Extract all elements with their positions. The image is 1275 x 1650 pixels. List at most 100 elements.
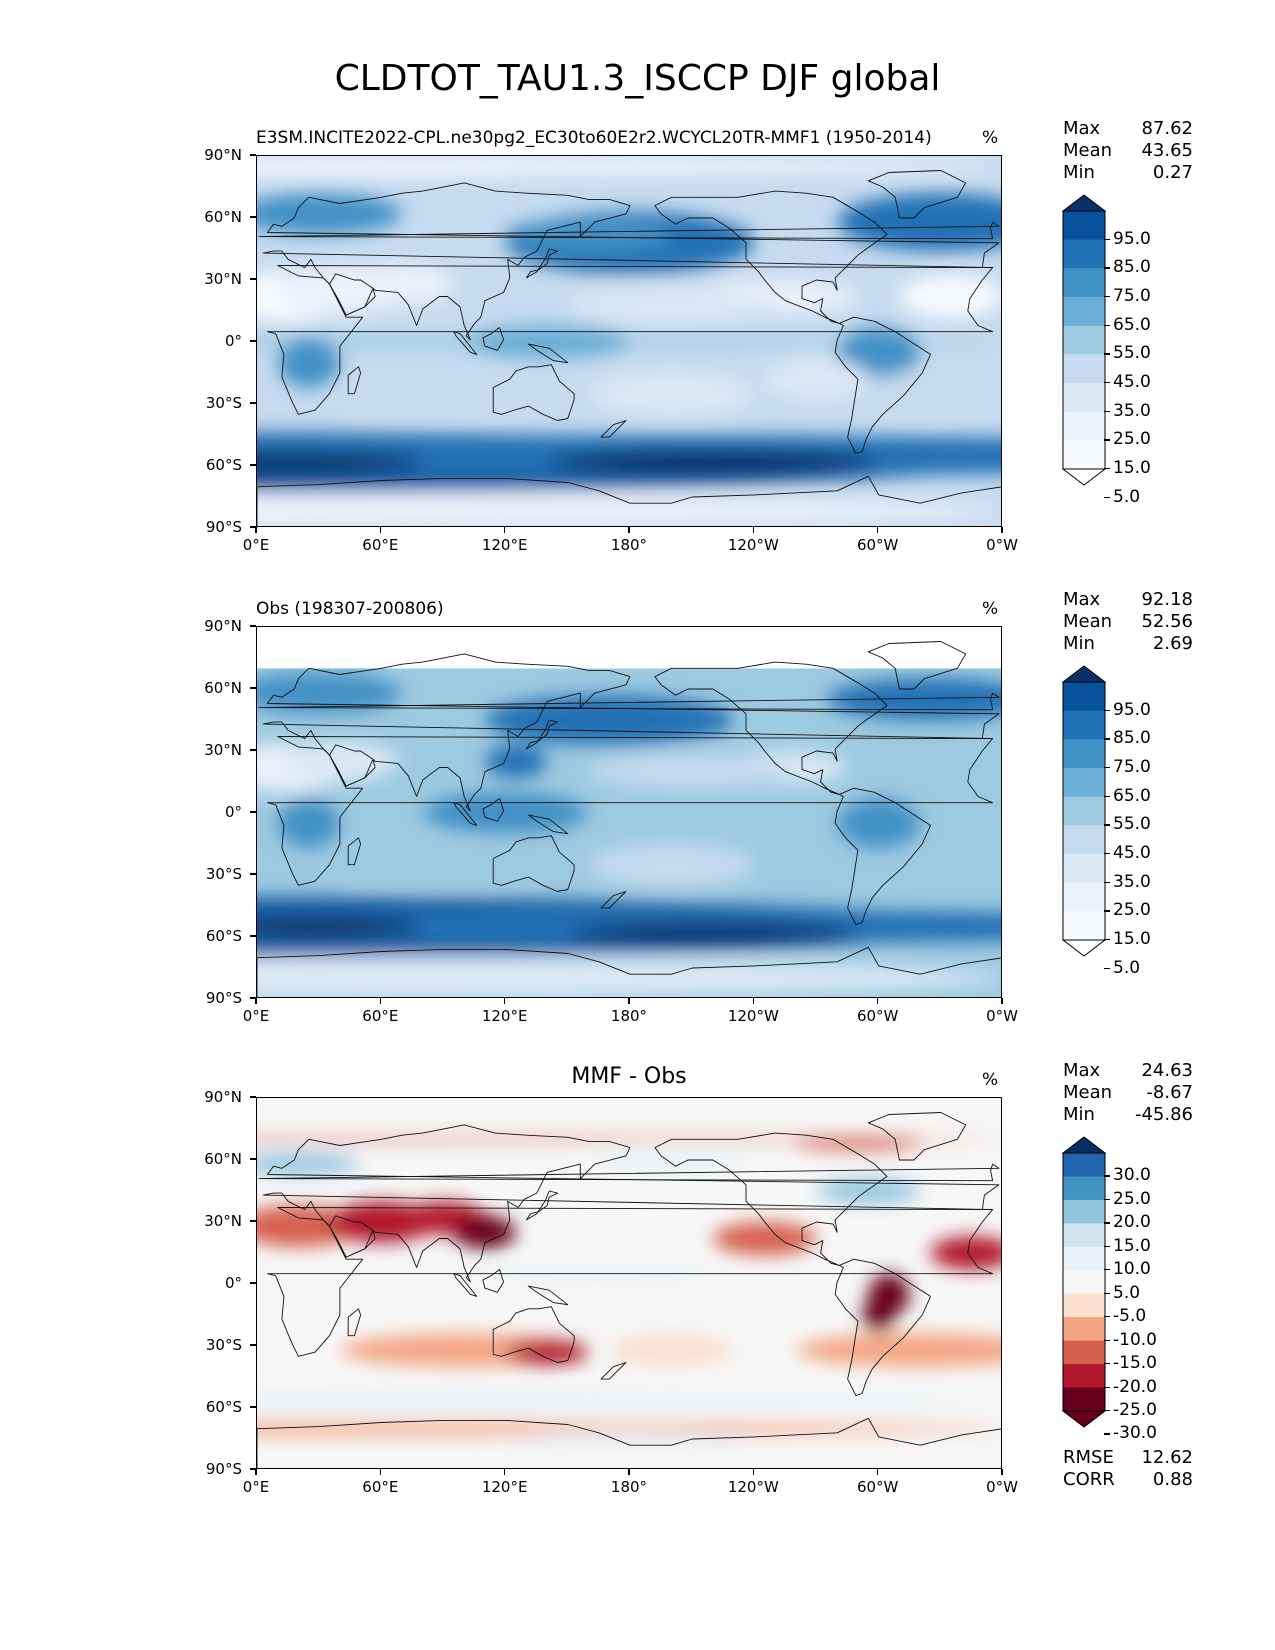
colorbar-label: 45.0 — [1113, 372, 1151, 392]
lon-tick — [628, 998, 630, 1004]
stats-block: Max 87.62 Mean 43.65 Min 0.27 — [1063, 118, 1193, 184]
panel-diff: MMF - Obs% 90°N 60°N 30°N 0° 30°S 60°S 90°S 0°E 6… — [0, 1060, 1275, 1496]
field-region — [764, 358, 869, 400]
stat-value: 92.18 — [1141, 589, 1193, 610]
field-region — [277, 337, 340, 388]
coastline-borneo — [482, 798, 505, 822]
colorbar-tick — [1104, 881, 1110, 883]
colorbar-tick — [1104, 910, 1110, 912]
field-region — [899, 275, 1001, 318]
stat-label: Max — [1063, 118, 1101, 139]
colorbar-segment — [1063, 1246, 1105, 1271]
colorbar-segment — [1063, 1199, 1105, 1224]
field-region — [567, 922, 858, 944]
lon-label: 60°W — [856, 1007, 899, 1025]
colorbar-segment — [1063, 1364, 1105, 1389]
colorbar-segment — [1063, 268, 1105, 298]
lat-tick — [250, 687, 256, 689]
stats-block: Max 92.18 Mean 52.56 Min 2.69 — [1063, 589, 1193, 655]
figure-title: CLDTOT_TAU1.3_ISCCP DJF global — [334, 58, 941, 99]
lat-tick — [250, 935, 256, 937]
panel-title: Obs (198307-200806) — [256, 599, 444, 619]
lat-label: 90°N — [204, 146, 242, 164]
field-region — [547, 449, 879, 475]
colorbar — [1062, 665, 1106, 957]
stat-row: CORR 0.88 — [1063, 1469, 1193, 1491]
colorbar-frame — [1062, 1152, 1106, 1412]
field-region — [505, 1339, 589, 1365]
colorbar-segment — [1063, 739, 1105, 769]
colorbar-label: 20.0 — [1113, 1212, 1151, 1233]
colorbar-tick — [1104, 1198, 1110, 1201]
colorbar-segment — [1063, 1317, 1105, 1342]
stat-label: CORR — [1063, 1469, 1115, 1490]
panel-title: MMF - Obs — [571, 1064, 687, 1089]
field-region — [464, 325, 630, 359]
colorbar-label: 35.0 — [1113, 871, 1151, 892]
colorbar-tick — [1104, 767, 1110, 769]
lat-tick — [250, 278, 256, 280]
colorbar-tick — [1104, 1222, 1110, 1224]
lon-tick — [877, 1469, 879, 1475]
lat-tick — [250, 340, 256, 342]
field-region — [339, 373, 548, 415]
field-region — [257, 494, 1001, 526]
lat-label: 60°N — [204, 1150, 242, 1168]
colorbar-label: 65.0 — [1113, 314, 1151, 335]
stat-value: -8.67 — [1146, 1082, 1193, 1103]
colorbar-tick — [1104, 1245, 1110, 1247]
colorbar-segment — [1063, 1387, 1105, 1412]
colorbar-segment — [1063, 211, 1105, 241]
stat-row: Max 24.63 — [1063, 1060, 1193, 1082]
coastline-antarctica — [257, 475, 1001, 526]
colorbar-label: 35.0 — [1113, 400, 1151, 421]
colorbar-segment — [1063, 325, 1105, 355]
stat-label: Mean — [1063, 611, 1113, 632]
map-plot-area — [256, 626, 1002, 998]
lat-label: 0° — [224, 332, 242, 350]
field-region — [257, 1422, 1001, 1435]
stat-label: RMSE — [1063, 1447, 1114, 1468]
colorbar-segment — [1063, 383, 1105, 413]
coastline-newzealand — [600, 420, 627, 438]
lon-tick — [379, 527, 382, 533]
lon-tick — [1001, 527, 1003, 533]
coastline-namerica — [654, 190, 888, 324]
field-region — [257, 158, 1001, 175]
field-region — [857, 373, 983, 415]
panel-title: E3SM.INCITE2022-CPL.ne30pg2_EC30to60E2r2… — [256, 128, 932, 148]
colorbar-tick — [1104, 1269, 1110, 1271]
colorbar-segment — [1063, 1223, 1105, 1248]
lat-tick — [250, 749, 256, 751]
stat-value: 43.65 — [1141, 140, 1193, 161]
colorbar-tick — [1104, 738, 1110, 740]
stat-value: 12.62 — [1141, 1447, 1193, 1468]
coastline-namerica — [654, 1132, 888, 1266]
lon-tick — [255, 998, 257, 1004]
colorbar-tick — [1104, 1316, 1110, 1318]
lat-label: 30°N — [204, 1212, 242, 1230]
map-plot-area — [256, 155, 1002, 527]
colorbar-segment — [1063, 768, 1105, 798]
lat-label: 90°S — [205, 1460, 242, 1478]
coastline-namerica — [654, 661, 888, 795]
colorbar-tick — [1104, 1363, 1110, 1365]
colorbar-extend-min — [1062, 468, 1106, 486]
field-region — [257, 1137, 1001, 1142]
panel-units: % — [982, 1070, 999, 1090]
colorbar-tick — [1104, 1175, 1110, 1177]
colorbar-frame — [1062, 210, 1106, 470]
lon-tick — [504, 527, 506, 533]
colorbar-label: -10.0 — [1113, 1329, 1157, 1350]
coastline-arabia — [329, 744, 376, 787]
colorbar-label: 25.0 — [1113, 900, 1151, 921]
colorbar-label: 95.0 — [1113, 228, 1151, 249]
panel-units: % — [982, 128, 999, 148]
stat-row: Max 87.62 — [1063, 118, 1193, 140]
coastline-africa — [266, 736, 994, 886]
colorbar-tick — [1104, 238, 1110, 240]
coastline-madagascar — [347, 1308, 362, 1337]
colorbar-tick — [1104, 468, 1110, 470]
lon-label: 180° — [610, 1007, 648, 1025]
stat-value: 52.56 — [1141, 611, 1193, 632]
